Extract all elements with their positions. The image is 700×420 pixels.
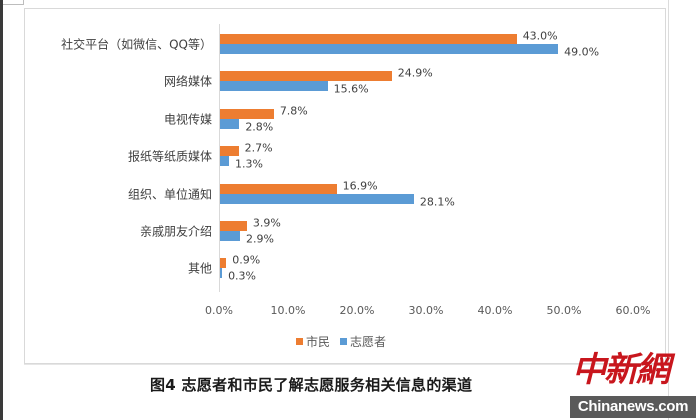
legend-label-volunteers: 志愿者 bbox=[350, 335, 387, 349]
bar-citizens bbox=[220, 71, 392, 82]
data-label: 1.3% bbox=[234, 157, 263, 171]
bar-volunteers bbox=[220, 118, 240, 129]
chart-frame bbox=[24, 8, 666, 364]
bar-volunteers bbox=[220, 193, 414, 204]
x-axis-tick-label: 50.0% bbox=[546, 304, 582, 317]
data-label: 2.7% bbox=[244, 141, 273, 155]
category-label: 报纸等纸质媒体 bbox=[127, 149, 212, 164]
bar-volunteers bbox=[220, 156, 229, 167]
y-axis-line bbox=[219, 24, 220, 292]
x-axis-tick-label: 30.0% bbox=[408, 304, 444, 317]
legend-swatch-blue bbox=[340, 338, 348, 345]
data-label: 49.0% bbox=[564, 45, 600, 59]
data-label: 7.8% bbox=[279, 104, 308, 118]
x-axis-tick-label: 20.0% bbox=[339, 304, 375, 317]
bar-citizens bbox=[220, 34, 517, 44]
bar-volunteers bbox=[220, 231, 240, 241]
category-label: 电视传媒 bbox=[163, 112, 212, 127]
chinanews-logo-cn: 中新網 bbox=[572, 350, 670, 390]
chinanews-logo-en: Chinanews.com bbox=[570, 396, 696, 418]
data-label: 2.9% bbox=[246, 232, 274, 246]
category-label: 组织、单位通知 bbox=[127, 187, 212, 202]
data-label: 28.1% bbox=[419, 195, 455, 209]
category-label: 亲戚朋友介绍 bbox=[139, 224, 212, 239]
chart-legend: 市民 志愿者 bbox=[296, 333, 386, 350]
bar-volunteers bbox=[220, 81, 328, 92]
bar-volunteers bbox=[220, 268, 223, 279]
left-edge-border bbox=[0, 0, 3, 420]
data-label: 43.0% bbox=[522, 29, 558, 43]
frame-right-border bbox=[668, 0, 669, 420]
legend-swatch-orange bbox=[296, 338, 303, 345]
bar-citizens bbox=[220, 221, 247, 231]
category-label: 其他 bbox=[187, 261, 212, 276]
category-label: 社交平台（如微信、QQ等） bbox=[61, 37, 212, 52]
data-label: 2.8% bbox=[245, 120, 274, 134]
data-label: 16.9% bbox=[342, 179, 378, 193]
bar-citizens bbox=[220, 108, 274, 119]
bar-citizens bbox=[220, 183, 337, 194]
legend-item-volunteers: 志愿者 bbox=[340, 333, 386, 350]
x-axis-tick-label: 40.0% bbox=[477, 304, 513, 317]
legend-item-citizens: 市民 bbox=[296, 333, 330, 350]
data-label: 15.6% bbox=[333, 82, 369, 96]
bar-citizens bbox=[220, 146, 239, 157]
figure-caption: 图4 志愿者和市民了解志愿服务相关信息的渠道 bbox=[150, 376, 473, 394]
data-label: 24.9% bbox=[397, 66, 433, 80]
corner-tab bbox=[3, 0, 24, 5]
category-label: 网络媒体 bbox=[163, 74, 212, 89]
x-axis-tick-label: 60.0% bbox=[615, 304, 651, 317]
bar-volunteers bbox=[220, 44, 559, 54]
legend-label-citizens: 市民 bbox=[306, 335, 331, 349]
x-axis-tick-label: 10.0% bbox=[270, 304, 306, 317]
bar-citizens bbox=[220, 258, 227, 269]
data-label: 0.9% bbox=[232, 253, 261, 267]
x-axis-tick-label: 0.0% bbox=[205, 304, 233, 317]
data-label: 0.3% bbox=[228, 269, 257, 283]
data-label: 3.9% bbox=[252, 216, 281, 230]
